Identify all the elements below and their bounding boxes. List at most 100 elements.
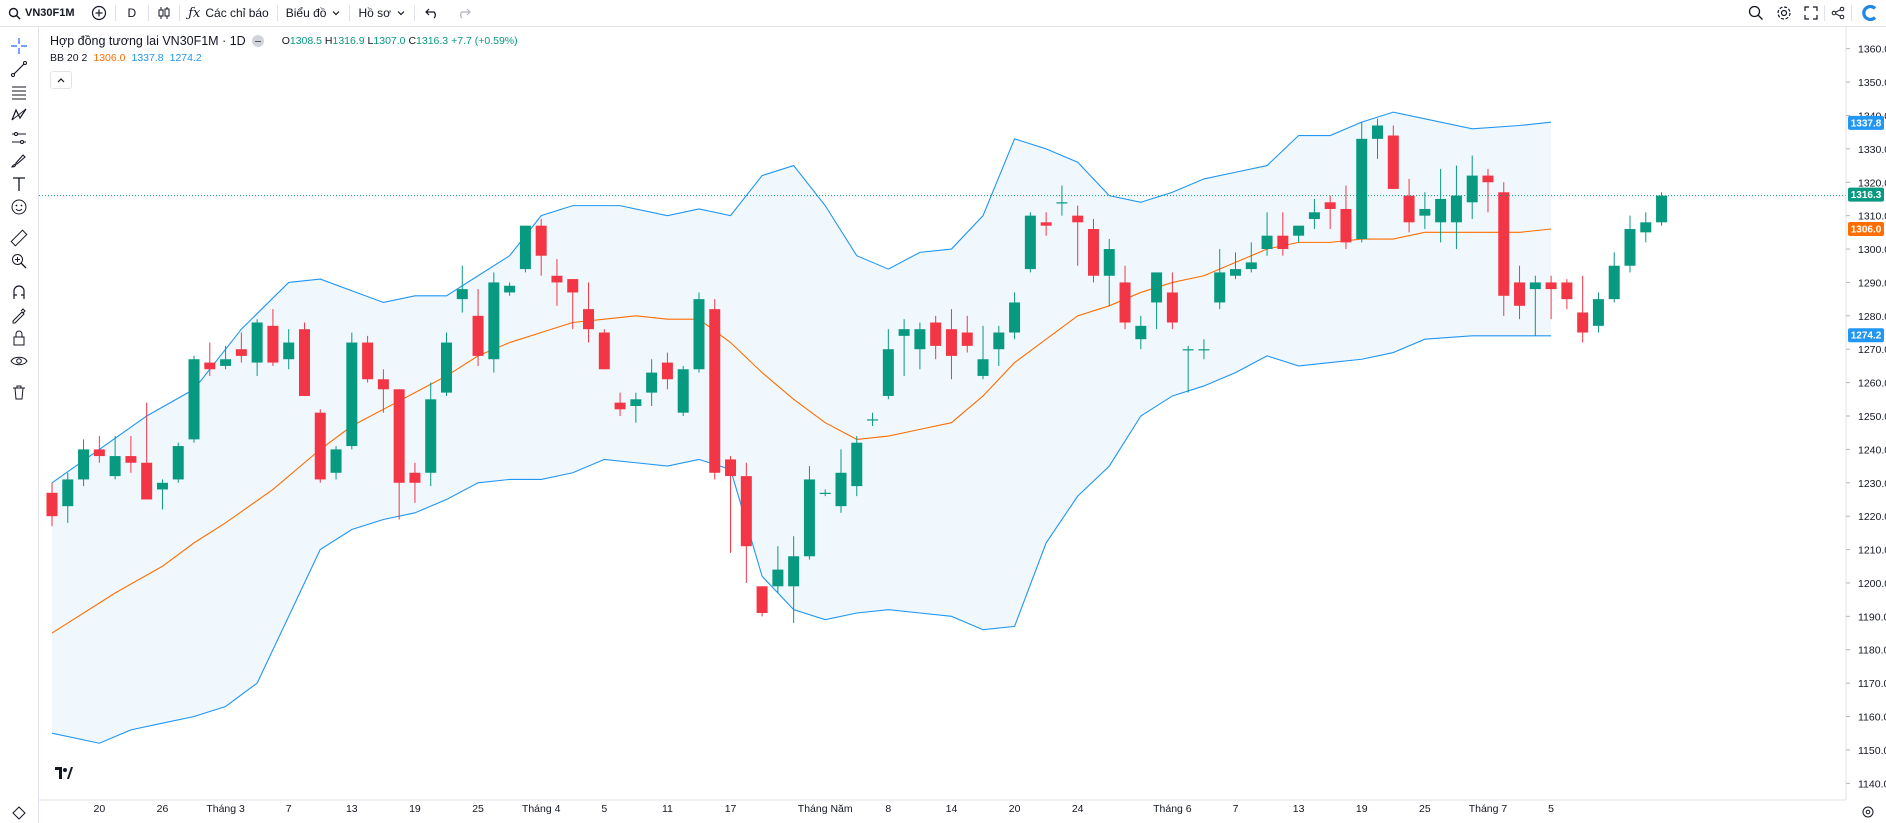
candle-body (1072, 216, 1083, 223)
gear-inner (1866, 810, 1870, 814)
candle-body (1167, 292, 1178, 322)
candle-body (551, 276, 562, 283)
candle (362, 336, 373, 383)
candle-body (1198, 349, 1209, 350)
candle-body (1656, 196, 1667, 223)
time-tick-label: Tháng 6 (1153, 803, 1192, 815)
candle-body (504, 286, 515, 293)
candle-body (1451, 196, 1462, 223)
time-tick-label: 19 (1356, 803, 1368, 815)
candle-body (914, 329, 925, 349)
ohlc-values: O1308.5 H1316.9 L1307.0 C1316.3 +7.7 (+0… (282, 35, 518, 47)
candle-body (204, 363, 215, 370)
series-title: Hợp đồng tương lai VN30F1M · 1D (50, 34, 246, 48)
candle-body (1356, 139, 1367, 239)
candle (520, 226, 531, 273)
candle (709, 299, 720, 479)
bb-lower-value: 1274.2 (170, 52, 202, 64)
candle-body (1435, 199, 1446, 222)
gear-outer (1863, 807, 1873, 817)
candle-body (1025, 216, 1036, 269)
candle-body (346, 343, 357, 447)
candle-body (473, 316, 484, 356)
candle (1593, 292, 1604, 332)
candle-body (772, 570, 783, 587)
candle-body (1388, 136, 1399, 189)
candle (1656, 192, 1667, 225)
candle-body (441, 343, 452, 393)
time-tick-label: 5 (601, 803, 607, 815)
candle (804, 466, 815, 559)
bb-lower-badge-text: 1274.2 (1851, 331, 1882, 342)
candle-body (236, 349, 247, 356)
time-tick-label: 17 (725, 803, 737, 815)
close-label: C (408, 35, 416, 47)
candle (299, 323, 310, 396)
low-value: 1307.0 (373, 35, 405, 47)
time-tick-label: Tháng 7 (1469, 803, 1508, 815)
time-tick-label: Tháng 4 (522, 803, 561, 815)
candle-body (1104, 249, 1115, 276)
time-tick-label: 20 (1009, 803, 1021, 815)
candle-body (883, 349, 894, 396)
candle-body (220, 359, 231, 366)
candle-body (47, 493, 58, 516)
price-tick-label: 1180.0 (1858, 645, 1886, 657)
candle-body (409, 473, 420, 483)
candle-body (78, 449, 89, 479)
candle (693, 292, 704, 372)
tradingview-logo-icon (55, 767, 73, 779)
candle (346, 333, 357, 450)
candle-body (741, 476, 752, 546)
candle-body (851, 443, 862, 486)
candle-body (173, 446, 184, 479)
indicator-legend[interactable]: BB 20 2 1306.0 1337.8 1274.2 (50, 52, 518, 64)
candle-body (867, 419, 878, 420)
price-tick-label: 1320.0 (1858, 177, 1886, 189)
candle-body (599, 333, 610, 370)
time-tick-label: 25 (472, 803, 484, 815)
candle (757, 586, 768, 616)
price-tick-label: 1140.0 (1858, 778, 1886, 790)
candle (1577, 276, 1588, 343)
candle-body (1277, 236, 1288, 249)
chart-legend: Hợp đồng tương lai VN30F1M · 1D O1308.5 … (50, 34, 518, 64)
candle-body (804, 479, 815, 556)
candle-body (252, 323, 263, 363)
candle-body (725, 459, 736, 476)
time-tick-label: 7 (286, 803, 292, 815)
candle-body (362, 343, 373, 380)
candle-body (331, 449, 342, 472)
candle-body (1577, 312, 1588, 332)
candle-body (1514, 282, 1525, 305)
candle-body (662, 363, 673, 380)
candle-body (457, 289, 468, 299)
time-tick-label: 25 (1419, 803, 1431, 815)
candle-body (141, 463, 152, 500)
high-value: 1316.9 (333, 35, 365, 47)
collapse-legend-button[interactable] (50, 71, 72, 89)
candle-body (1546, 282, 1557, 289)
price-tick-label: 1250.0 (1858, 411, 1886, 423)
candle-body (157, 483, 168, 490)
candle (78, 439, 89, 486)
price-tick-label: 1160.0 (1858, 712, 1886, 724)
time-tick-label: 7 (1233, 803, 1239, 815)
candle (488, 272, 499, 372)
candle-body (1625, 229, 1636, 266)
candle-body (283, 343, 294, 360)
candle (1498, 182, 1509, 316)
price-tick-label: 1170.0 (1858, 678, 1886, 690)
candle-body (1246, 262, 1257, 269)
open-label: O (282, 35, 290, 47)
candle (1640, 212, 1651, 242)
candle-body (678, 369, 689, 412)
time-tick-label: 19 (409, 803, 421, 815)
series-settings-icon[interactable] (252, 35, 264, 47)
time-tick-label: 5 (1548, 803, 1554, 815)
candle-body (630, 399, 641, 406)
candle-body (1561, 282, 1572, 299)
candle-body (1309, 212, 1320, 219)
time-axis-settings-icon (1863, 807, 1873, 817)
